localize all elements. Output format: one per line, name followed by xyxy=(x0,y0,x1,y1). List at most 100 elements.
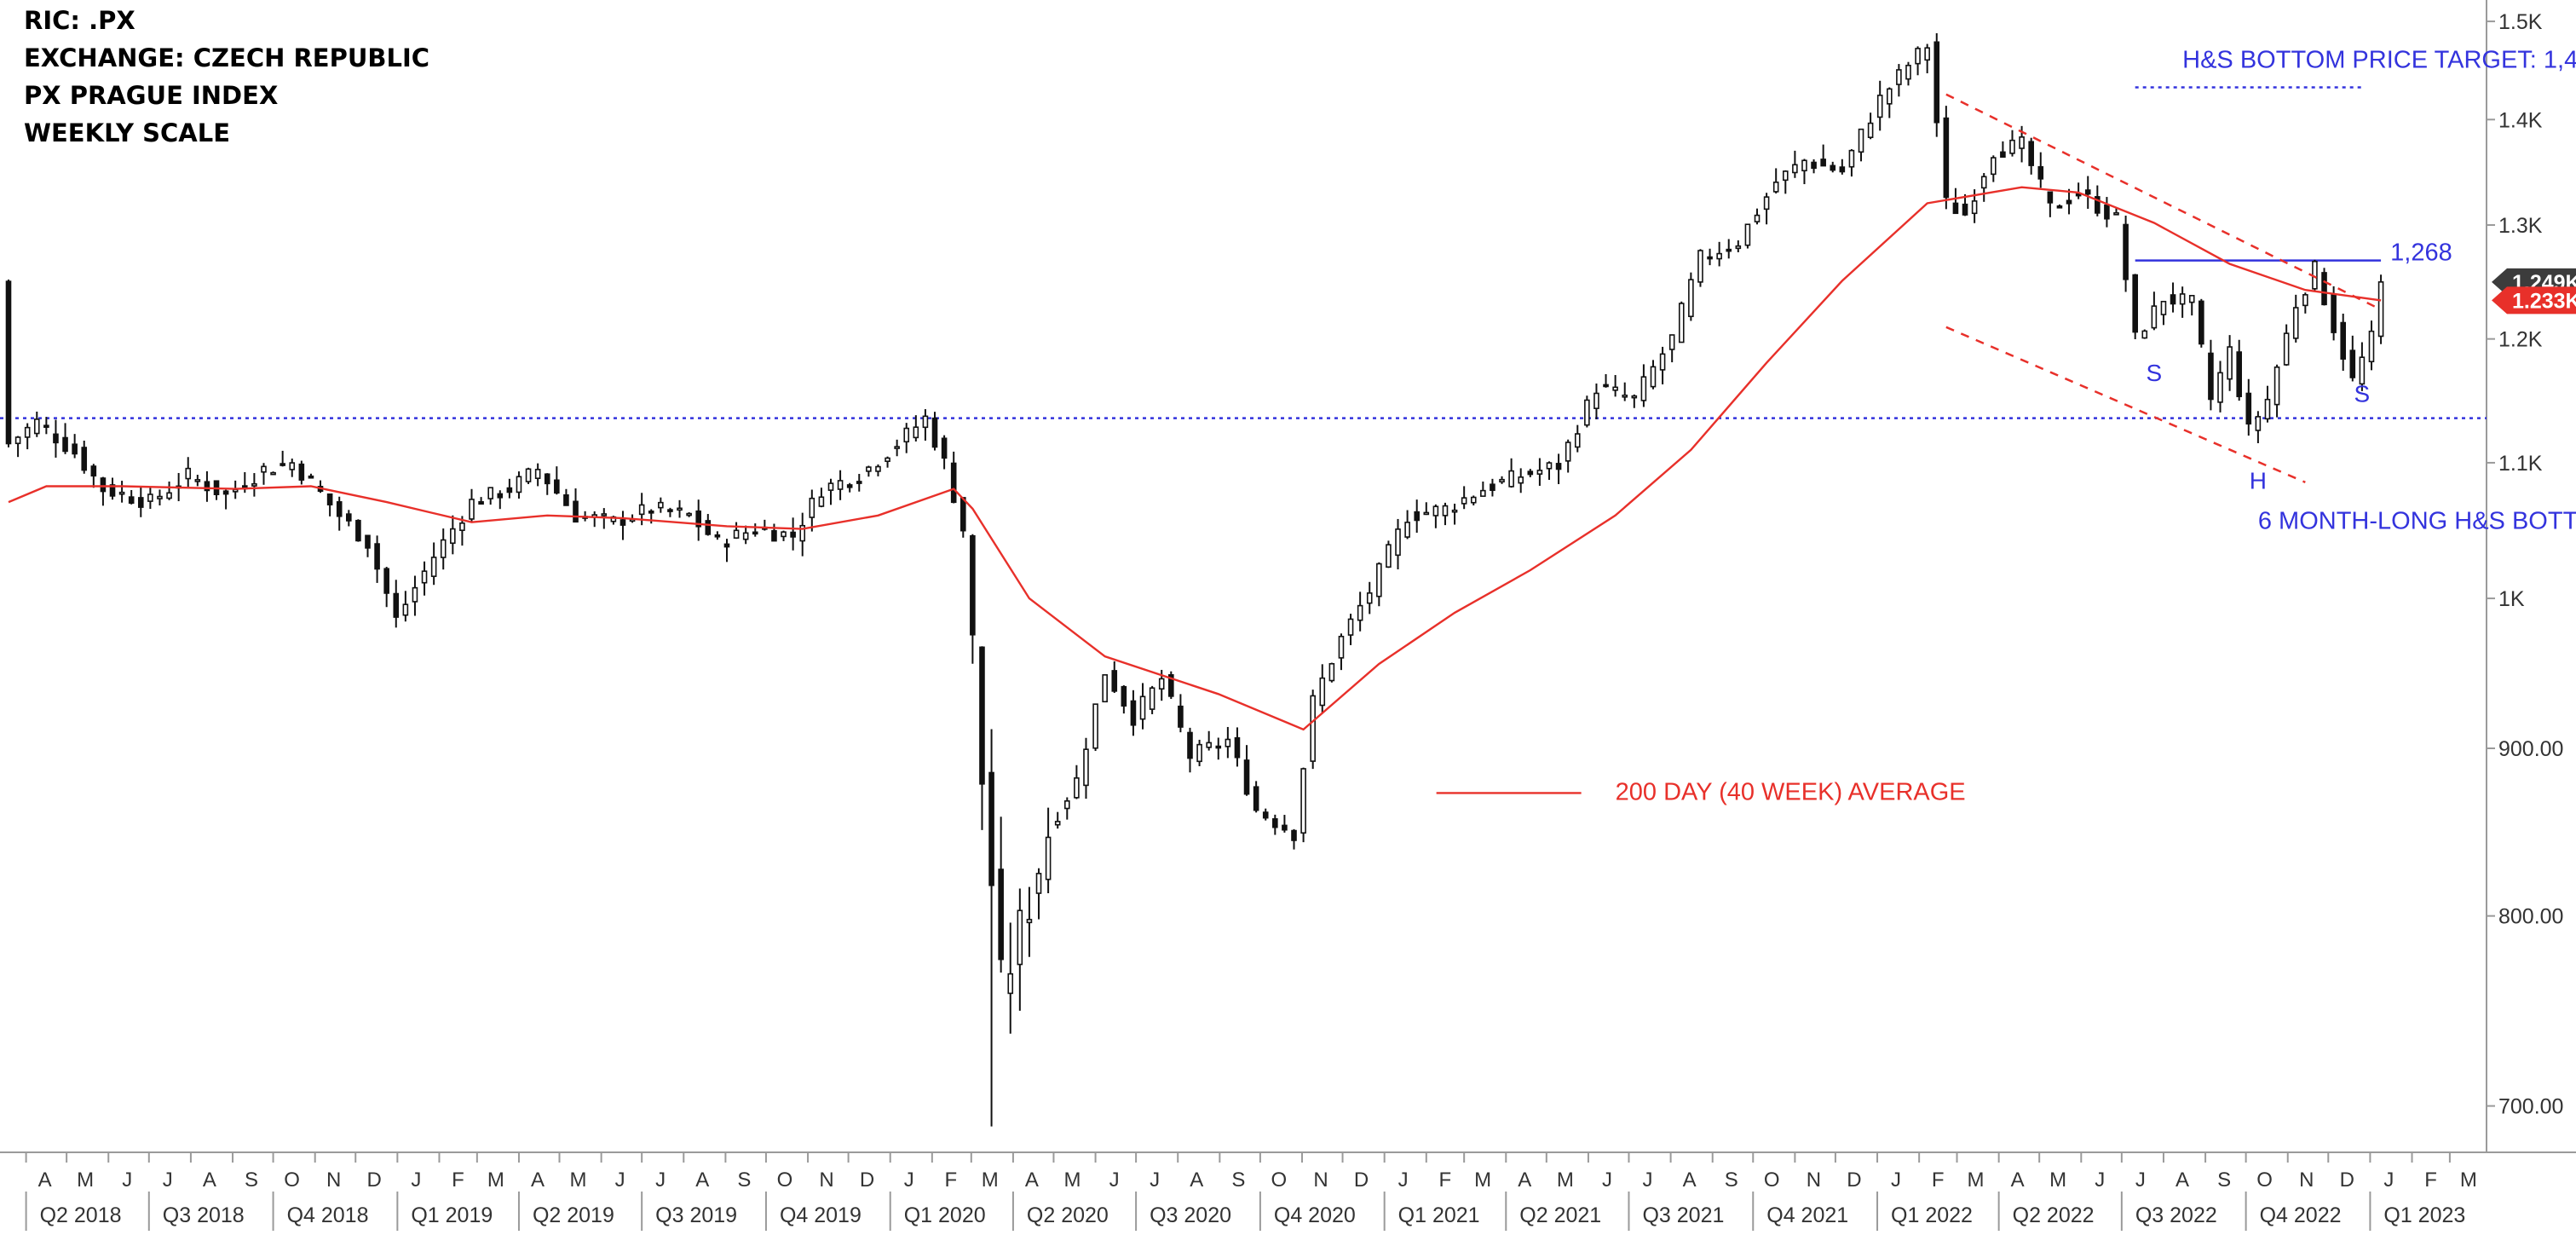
x-month-tick-label: O xyxy=(2256,1169,2273,1192)
candle xyxy=(128,489,135,505)
candle xyxy=(1848,149,1855,177)
candle-body xyxy=(1555,463,1562,470)
candle xyxy=(1933,33,1940,137)
candle xyxy=(53,419,59,458)
x-quarter-tick-label: Q1 2021 xyxy=(1398,1203,1480,1227)
candle-body xyxy=(157,495,163,499)
candle xyxy=(1386,540,1392,568)
candle-body xyxy=(1442,505,1449,517)
candle-body xyxy=(14,436,21,445)
candle-body xyxy=(2095,196,2101,214)
candle xyxy=(790,517,796,551)
candle-body xyxy=(53,433,59,444)
candle-body xyxy=(100,477,107,493)
channel-trend-line xyxy=(1945,326,2306,484)
candle xyxy=(1206,730,1212,751)
candle-body xyxy=(1612,386,1618,391)
candle xyxy=(1858,128,1864,162)
candle xyxy=(1820,144,1826,167)
candle xyxy=(1178,694,1184,733)
candle xyxy=(1650,360,1657,390)
x-month-tick-label: M xyxy=(982,1169,999,1192)
candle-body xyxy=(667,509,673,512)
candle xyxy=(497,490,504,510)
candle xyxy=(2227,335,2233,391)
candle-body xyxy=(1933,41,1940,124)
candle-body xyxy=(1262,811,1269,819)
x-quarter-tick-label: Q1 2019 xyxy=(411,1203,493,1227)
candle-body xyxy=(450,528,456,545)
candle-body xyxy=(355,519,361,542)
x-quarter-tick-label: Q3 2020 xyxy=(1150,1203,1231,1227)
candle-body xyxy=(1310,695,1316,762)
candle xyxy=(1915,46,1921,76)
candle xyxy=(222,489,229,510)
candle xyxy=(913,415,919,441)
x-month-tick-label: J xyxy=(2383,1169,2394,1192)
y-tick-label: 900.00 xyxy=(2498,737,2563,761)
candle xyxy=(809,489,815,532)
x-month-tick-label: J xyxy=(655,1169,666,1192)
candle xyxy=(2245,378,2252,436)
candle-body xyxy=(1820,159,1826,167)
candle-body xyxy=(1508,470,1514,488)
y-tick-label: 1.3K xyxy=(2498,214,2543,238)
candle-body xyxy=(2255,416,2262,431)
candle-body xyxy=(1139,695,1146,720)
candle-body xyxy=(1338,635,1345,659)
candle xyxy=(781,530,787,541)
x-month-tick-label: J xyxy=(411,1169,421,1192)
candle xyxy=(1716,241,1722,267)
x-month-tick-label: J xyxy=(904,1169,914,1192)
candle-body xyxy=(43,424,49,428)
scale-label: WEEKLY SCALE xyxy=(24,118,231,147)
candle-body xyxy=(1386,544,1392,568)
candle xyxy=(326,493,333,517)
chart-annotation: 1,268 xyxy=(2390,239,2452,267)
candle xyxy=(544,473,550,495)
candle xyxy=(487,487,493,505)
candle-body xyxy=(487,487,493,499)
candle xyxy=(469,488,475,522)
x-month-tick-label: S xyxy=(1231,1169,1245,1192)
candle xyxy=(2340,313,2347,372)
candle xyxy=(1924,43,1930,73)
x-quarter-tick-label: Q4 2021 xyxy=(1766,1203,1848,1227)
candle xyxy=(1376,562,1382,607)
candle-body xyxy=(440,539,447,558)
x-quarter-tick-label: Q2 2018 xyxy=(40,1203,122,1227)
candle-body xyxy=(1735,245,1742,250)
candle-body xyxy=(1225,738,1231,747)
candle-body xyxy=(147,493,153,502)
x-month-tick-label: A xyxy=(1683,1169,1697,1192)
candle-body xyxy=(1688,279,1694,318)
candle-body xyxy=(166,492,172,499)
candle-body xyxy=(194,479,201,482)
candle xyxy=(2104,197,2110,228)
candle xyxy=(1347,614,1354,645)
candle xyxy=(771,523,777,542)
candle-body xyxy=(1915,48,1921,65)
candle xyxy=(137,487,144,517)
candle-body xyxy=(2170,294,2176,305)
candle xyxy=(62,423,68,454)
candle-body xyxy=(478,500,484,505)
candle-body xyxy=(1980,176,1987,189)
candle xyxy=(1111,661,1118,694)
candle-body xyxy=(2359,356,2366,385)
candle-body xyxy=(1839,166,1846,173)
candle xyxy=(1074,765,1080,799)
candle xyxy=(1423,502,1430,516)
candle-body xyxy=(118,491,125,495)
candle-body xyxy=(714,534,721,538)
candle-body xyxy=(960,497,966,532)
candle-body xyxy=(2000,151,2006,159)
candle xyxy=(516,471,522,499)
candle-body xyxy=(2151,305,2158,329)
candle xyxy=(374,535,380,583)
candle xyxy=(72,434,78,459)
candle xyxy=(2179,286,2186,318)
candle xyxy=(185,457,192,489)
candle xyxy=(1697,249,1703,287)
candle xyxy=(1772,168,1779,194)
